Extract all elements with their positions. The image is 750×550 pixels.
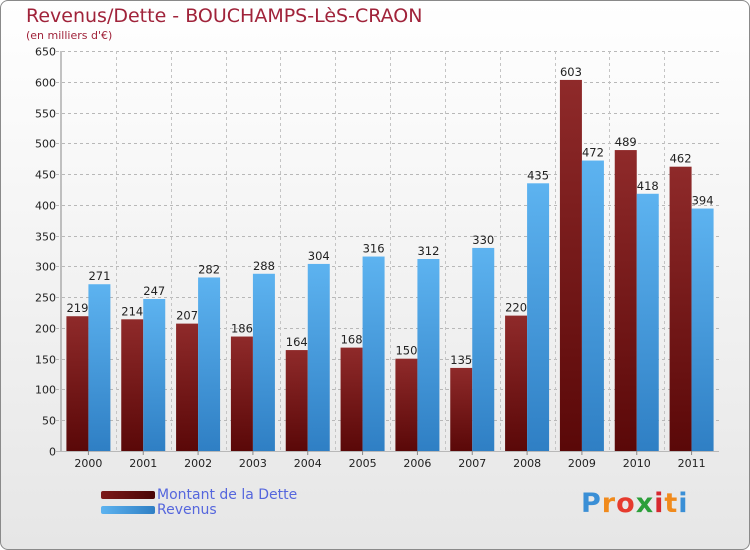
x-tick-label: 2006 [403,457,431,470]
y-tick-label: 150 [35,354,56,367]
legend-item-revenus: Revenus [101,501,297,518]
data-label: 135 [450,353,472,367]
y-tick-label: 400 [35,200,56,213]
bar-debt [450,367,473,451]
logo-letter: o [616,488,636,519]
legend: Montant de la Dette Revenus [101,486,298,518]
logo-letter: x [635,488,655,519]
data-label: 330 [472,233,494,247]
y-tick-label: 500 [35,138,56,151]
data-label: 462 [670,152,692,166]
data-label: 603 [560,65,582,79]
data-label: 214 [121,304,143,318]
data-label: 418 [637,179,659,193]
logo-letter: t [664,488,679,519]
x-tick-label: 2008 [513,457,541,470]
x-tick-label: 2010 [623,457,651,470]
bar-debt [285,350,308,451]
x-tick-label: 2000 [74,457,102,470]
legend-swatch-revenus [101,505,155,514]
y-tick-label: 550 [35,108,56,121]
grid-layer [56,51,719,455]
y-tick-label: 100 [35,384,56,397]
data-label: 164 [286,335,308,349]
data-label: 435 [527,168,549,182]
bar-debt [505,315,528,451]
x-tick-label: 2005 [349,457,377,470]
data-label: 186 [231,322,253,336]
x-tick-label: 2011 [678,457,706,470]
x-tick-label: 2009 [568,457,596,470]
x-tick-label: 2002 [184,457,212,470]
bar-debt [614,150,637,452]
data-label: 207 [176,309,198,323]
bar-revenus [527,183,550,452]
data-label: 271 [88,269,110,283]
bar-debt [669,166,692,451]
data-label: 304 [308,249,330,263]
bar-revenus [691,208,714,451]
y-tick-label: 200 [35,323,56,336]
chart-title: Revenus/Dette - BOUCHAMPS-LèS-CRAON [26,5,423,27]
bar-debt [340,347,363,451]
x-tick-label: 2001 [129,457,157,470]
bar-revenus [581,160,604,452]
bar-revenus [417,259,440,451]
bar-revenus [143,299,166,451]
y-tick-label: 450 [35,169,56,182]
y-tick-label: 300 [35,261,56,274]
data-label: 168 [341,333,363,347]
x-tick-label: 2004 [294,457,322,470]
data-label: 150 [395,344,417,358]
y-tick-label: 650 [35,46,56,59]
legend-swatch-debt [101,490,155,499]
bar-debt [176,323,199,451]
chart-subtitle: (en milliers d'€) [26,29,113,42]
bar-debt [121,319,144,451]
data-label: 472 [582,146,604,160]
bar-debt [559,79,582,451]
y-tick-label: 600 [35,77,56,90]
logo-letter: i [654,488,665,519]
bar-revenus [636,193,659,451]
data-label: 394 [692,194,714,208]
y-tick-label: 350 [35,231,56,244]
data-label: 282 [198,262,220,276]
bar-revenus [307,263,330,451]
legend-item-debt: Montant de la Dette [101,486,298,503]
y-tick-label: 0 [49,446,56,459]
legend-label-revenus: Revenus [157,501,217,518]
bar-layer [66,79,714,452]
bar-revenus [252,273,275,451]
x-tick-label: 2003 [239,457,267,470]
data-label: 288 [253,259,275,273]
data-label: 220 [505,301,527,315]
logo-letter: P [581,488,602,519]
data-label: 489 [615,135,637,149]
data-label: 312 [417,244,439,258]
logo-letter: r [601,488,617,519]
bar-revenus [88,284,111,451]
bar-debt [395,358,418,451]
bar-debt [230,336,253,451]
x-tick-label: 2007 [458,457,486,470]
bar-debt [66,316,89,451]
data-label: 247 [143,284,165,298]
data-label: 316 [363,242,385,256]
data-label: 219 [66,301,88,315]
proxiti-logo: Proxiti [581,488,689,519]
label-layer: 0 50 100 150 200 250 300 350 400 450 500 550 600 650 2… [35,46,714,471]
y-tick-label: 50 [42,415,56,428]
legend-label-debt: Montant de la Dette [157,486,298,503]
logo-letter: i [678,488,689,519]
bar-revenus [472,247,495,451]
y-tick-label: 250 [35,292,56,305]
bar-revenus [198,277,221,451]
bar-revenus [362,256,385,451]
